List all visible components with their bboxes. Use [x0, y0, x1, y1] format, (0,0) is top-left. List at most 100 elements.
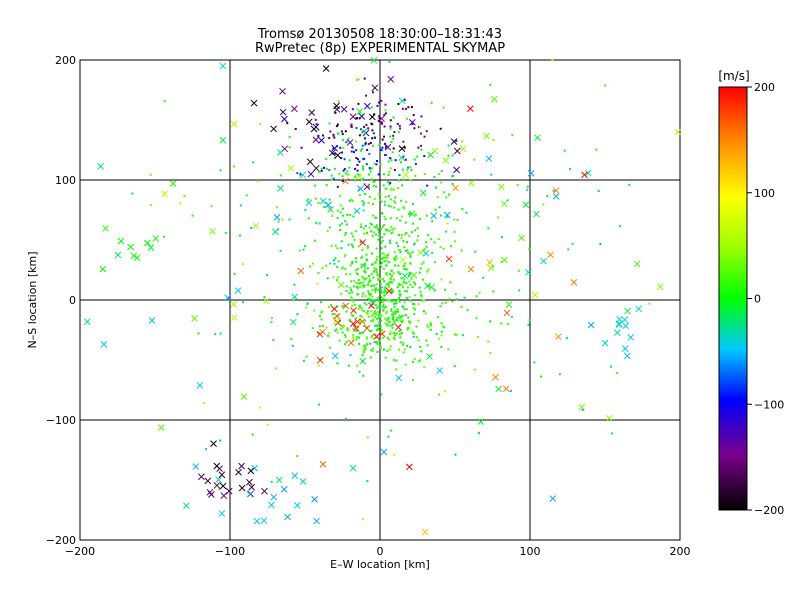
data-point-cross: [342, 302, 350, 310]
data-point-dot: [389, 345, 392, 348]
data-point-cross: [230, 300, 238, 308]
data-point-cross: [161, 190, 169, 198]
data-point-dot: [383, 290, 386, 293]
data-point-dot: [460, 140, 463, 143]
data-point-dot: [393, 338, 396, 341]
data-point-dot: [219, 169, 222, 172]
data-point-dot: [365, 258, 368, 261]
data-point-dot: [443, 191, 446, 194]
data-point-cross: [219, 136, 227, 144]
data-point-cross: [133, 254, 141, 262]
data-point-dot: [357, 267, 360, 270]
data-point-dot: [321, 310, 324, 313]
data-point-dot: [380, 328, 383, 331]
data-point-dot: [279, 174, 282, 177]
data-point-dot: [433, 175, 436, 178]
data-point-dot: [379, 346, 382, 349]
data-point-dot: [434, 208, 437, 211]
data-point-cross: [268, 501, 275, 509]
data-point-dot: [426, 184, 429, 187]
data-point-dot: [410, 168, 413, 171]
data-point-dot: [281, 218, 284, 221]
data-point-cross: [453, 166, 460, 174]
data-point-dot: [305, 355, 308, 358]
data-point-dot: [400, 321, 403, 324]
data-point-dot: [332, 147, 335, 150]
data-point-dot: [378, 305, 381, 308]
data-point-dot: [447, 348, 450, 351]
data-point-dot: [440, 170, 443, 173]
data-point-cross: [477, 418, 485, 425]
data-point-cross: [359, 357, 367, 365]
data-point-dot: [368, 298, 371, 301]
data-point-dot: [359, 241, 362, 244]
data-point-dot: [369, 294, 372, 297]
data-point-dot: [328, 169, 331, 172]
data-point-dot: [366, 267, 369, 270]
data-point-dot: [376, 342, 379, 345]
data-point-dot: [326, 229, 329, 232]
data-point-dot: [382, 305, 385, 308]
data-point-dot: [526, 185, 529, 188]
data-point-dot: [402, 155, 405, 158]
data-point-dot: [376, 317, 379, 320]
data-point-dot: [378, 300, 381, 303]
data-point-dot: [352, 334, 355, 337]
data-point-dot: [353, 238, 356, 241]
data-point-dot: [409, 253, 412, 256]
data-point-cross: [318, 137, 325, 144]
data-point-dot: [349, 354, 352, 357]
data-point-dot: [367, 290, 370, 293]
data-point-dot: [430, 238, 433, 241]
data-point-dot: [399, 161, 402, 164]
data-point-dot: [340, 267, 343, 270]
data-point-dot: [390, 275, 393, 278]
data-point-dot: [412, 379, 415, 382]
data-point-dot: [370, 106, 373, 109]
data-point-dot: [403, 290, 406, 293]
data-point-dot: [403, 99, 406, 102]
data-point-dot: [460, 249, 463, 252]
data-point-dot: [311, 262, 314, 265]
data-point-cross: [398, 97, 406, 105]
data-point-dot: [383, 125, 386, 128]
data-point-dot: [362, 331, 365, 334]
data-point-cross: [424, 282, 431, 290]
data-point-dot: [388, 229, 391, 232]
data-point-dot: [354, 140, 357, 143]
data-point-dot: [389, 320, 392, 323]
colorbar-tick-label: 200: [754, 81, 775, 94]
data-point-dot: [454, 453, 457, 456]
data-point-cross: [290, 105, 298, 113]
data-point-dot: [367, 292, 370, 295]
data-point-dot: [362, 227, 365, 230]
data-point-cross: [503, 309, 511, 317]
data-point-cross: [251, 464, 258, 472]
data-point-dot: [363, 157, 366, 160]
data-point-dot: [356, 273, 359, 276]
data-point-dot: [393, 453, 396, 456]
data-point-dot: [408, 235, 411, 238]
data-point-dot: [386, 299, 389, 302]
data-point-cross: [313, 517, 320, 525]
data-point-dot: [239, 204, 242, 207]
data-point-dot: [352, 215, 355, 218]
data-point-dot: [416, 227, 419, 230]
data-point-dot: [384, 103, 387, 106]
data-point-dot: [394, 333, 397, 336]
colorbar-tick-label: 0: [754, 293, 761, 306]
data-point-dot: [369, 342, 372, 345]
data-point-cross: [522, 201, 530, 209]
data-point-cross: [276, 149, 284, 156]
data-point-dot: [365, 277, 368, 280]
data-point-dot: [328, 122, 331, 125]
data-point-dot: [386, 319, 389, 322]
data-point-cross: [369, 299, 377, 307]
data-point-dot: [391, 231, 394, 234]
data-point-dot: [389, 330, 392, 333]
chart-subtitle: RwPretec (8p) EXPERIMENTAL SKYMAP: [255, 41, 505, 56]
data-point-dot: [418, 271, 421, 274]
data-point-dot: [345, 141, 348, 144]
data-point-dot: [384, 218, 387, 221]
data-point-dot: [357, 336, 360, 339]
